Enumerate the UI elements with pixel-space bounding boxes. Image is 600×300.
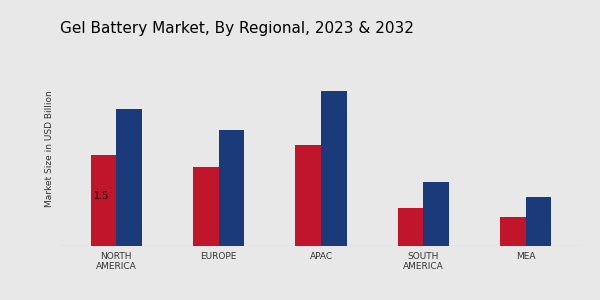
Bar — [91, 154, 116, 246]
Bar — [193, 167, 218, 246]
Bar — [424, 182, 449, 246]
Bar — [116, 109, 142, 246]
Bar — [398, 208, 424, 246]
Bar — [500, 217, 526, 246]
Text: Gel Battery Market, By Regional, 2023 & 2032: Gel Battery Market, By Regional, 2023 & … — [60, 21, 414, 36]
Text: 1.5: 1.5 — [94, 191, 109, 201]
Bar — [526, 197, 551, 246]
Bar — [295, 146, 321, 246]
Bar — [321, 91, 347, 246]
Y-axis label: Market Size in USD Billion: Market Size in USD Billion — [46, 90, 55, 207]
Bar — [218, 130, 244, 246]
